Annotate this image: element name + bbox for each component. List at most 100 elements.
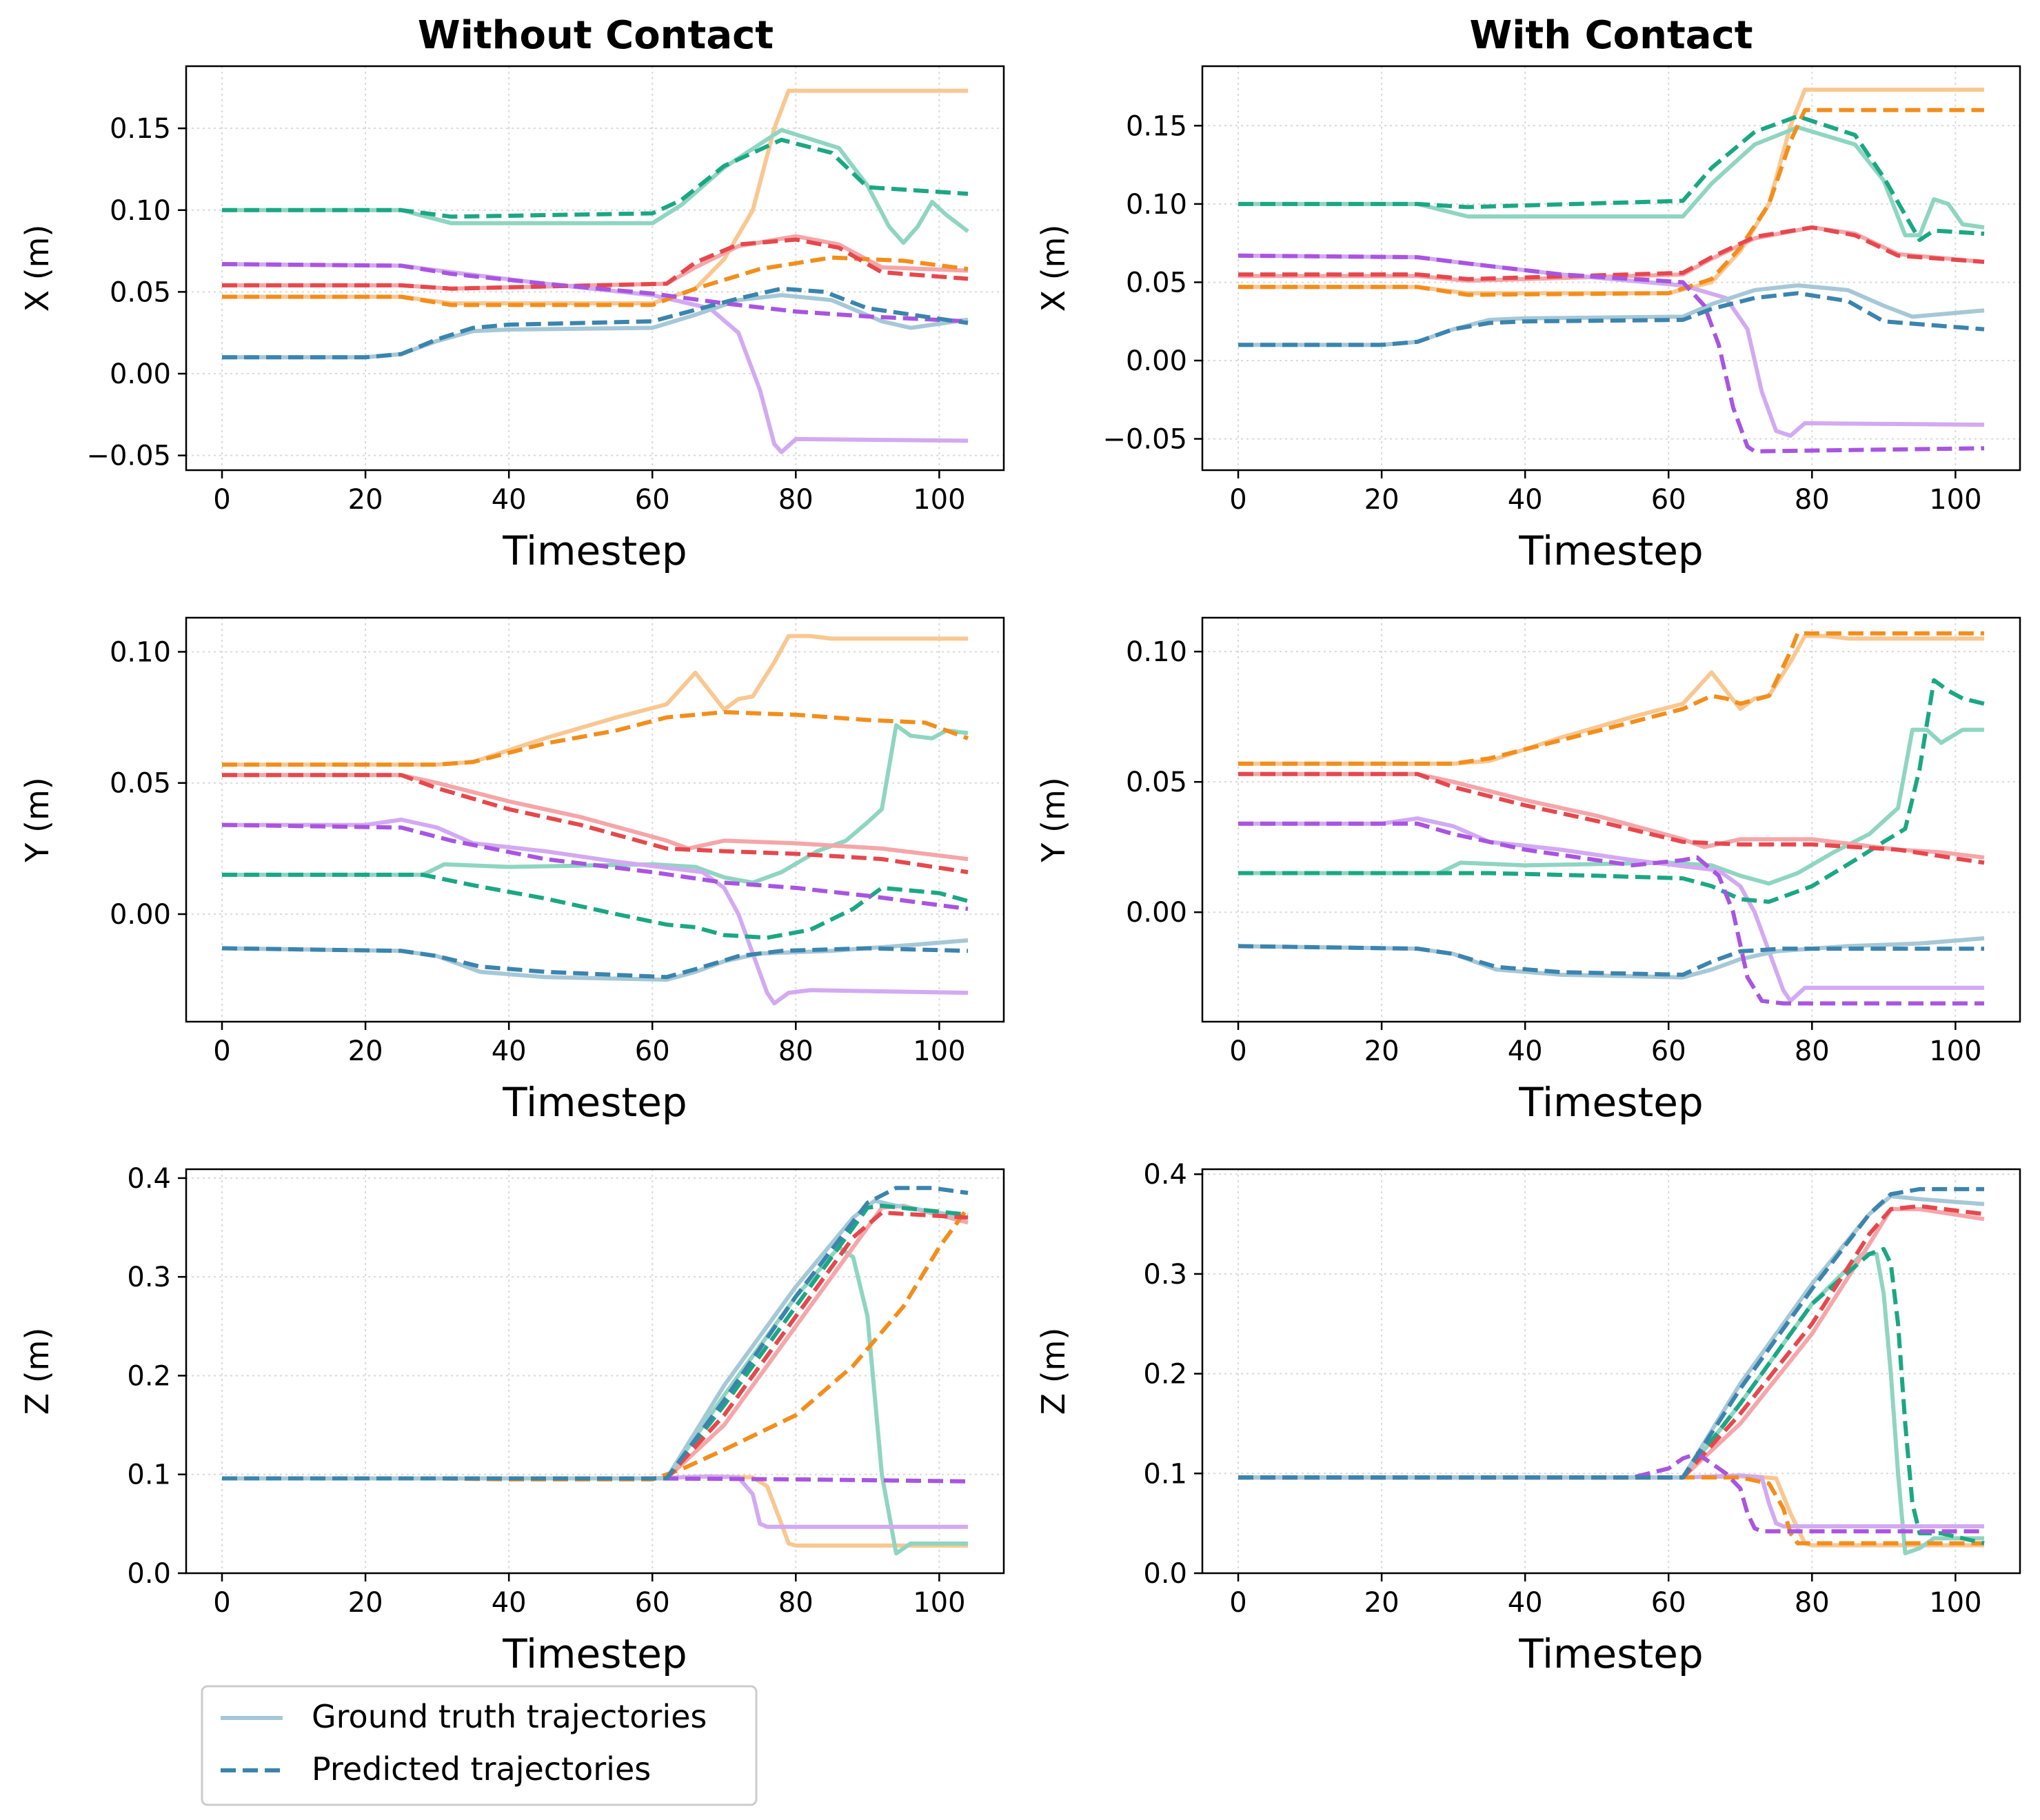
series-red-pred [1238,1204,1985,1480]
series-purple-pred [221,262,969,324]
x-tick-label: 0 [1229,1035,1246,1067]
series-green-gt [222,1245,968,1556]
x-tick-label: 60 [1651,484,1686,516]
series-green-gt [222,128,969,245]
x-tick-label: 0 [1229,1587,1246,1619]
panel-z-without: 0 20 40 60 80 100 0.0 0.1 0.2 0.3 0.4 Timestep Z (m) [19,1163,1005,1677]
series-blue-pred [221,946,969,980]
x-tick-label: 0 [213,1587,230,1619]
y-tick-label: 0.1 [1143,1458,1187,1490]
series-purple-pred [1238,821,1984,1006]
y-axis-label: X (m) [1035,225,1072,312]
series-green-pred [1238,114,1985,243]
series-purple-pred [1238,1451,1984,1534]
x-axis-label: Timestep [502,1079,687,1126]
x-tick-label: 80 [778,1587,814,1619]
x-axis-label: Timestep [1518,527,1703,574]
x-axis-label: Timestep [502,1630,687,1677]
y-tick-label: 0.3 [127,1262,171,1293]
x-tick-label: 100 [913,484,965,516]
series-red-pred [1238,225,1985,281]
x-tick-label: 20 [1364,1587,1400,1619]
axes-frame [1201,616,2021,1023]
x-tick-label: 20 [348,1035,383,1067]
y-tick-label: 0.05 [1126,767,1187,798]
legend-ground-truth-label: Ground truth trajectories [312,1698,707,1735]
y-tick-label: −0.05 [1102,424,1187,456]
axes-frame [185,616,1005,1023]
legend: Ground truth trajectories Predicted traj… [201,1685,758,1806]
series-purple-pred [1238,253,1985,454]
series-orange-pred [1238,631,1984,766]
x-tick-label: 40 [1508,484,1543,516]
x-tick-label: 0 [213,1035,230,1067]
y-tick-label: 0.10 [110,195,171,227]
series-green-gt [1238,727,1984,886]
series-blue-pred [1238,291,1985,347]
series-purple-gt [1238,816,1984,1003]
y-tick-label: 0.00 [1126,897,1187,929]
x-tick-label: 60 [1651,1587,1686,1619]
x-tick-label: 80 [778,484,814,516]
series-purple-gt [222,818,969,1006]
x-tick-label: 0 [1229,484,1246,516]
x-tick-label: 20 [348,484,383,516]
series-orange-gt [222,634,968,767]
panel-x-with: 0 20 40 60 80 100 −0.05 0.00 0.05 0.10 0.15 Timeste… [1035,65,2021,574]
x-tick-label: 100 [1929,1035,1981,1067]
series-orange-pred [1238,108,1984,297]
x-tick-label: 40 [492,1035,527,1067]
legend-predicted-label: Predicted trajectories [312,1750,651,1788]
panel-y-with: 0 20 40 60 80 100 0.00 0.05 0.10 Timestep Y (m) [1035,616,2021,1126]
x-tick-label: 100 [1929,1587,1981,1619]
x-tick-label: 20 [348,1587,383,1619]
x-tick-label: 100 [913,1035,965,1067]
y-tick-label: 0.05 [1126,267,1187,299]
axes-frame [1201,65,2021,472]
x-tick-label: 60 [635,1587,670,1619]
y-tick-label: 0.15 [110,113,171,145]
x-tick-label: 0 [213,484,230,516]
series-green-pred [1238,678,1985,904]
y-tick-label: 0.3 [1143,1259,1187,1291]
series-red-pred [222,773,969,875]
column-title-with-contact: With Contact [1469,13,1753,58]
x-axis-label: Timestep [1518,1630,1703,1677]
series-group [1238,1186,1985,1556]
x-tick-label: 80 [1795,1035,1830,1067]
x-tick-label: 60 [635,1035,670,1067]
y-tick-label: 0.2 [127,1360,171,1392]
legend-box [201,1685,758,1806]
y-tick-label: 0.4 [127,1163,171,1195]
x-tick-label: 20 [1364,484,1400,516]
y-axis-label: Z (m) [19,1328,56,1415]
y-tick-label: 0.4 [1143,1159,1187,1191]
series-purple-pred [221,822,969,911]
x-tick-label: 80 [778,1035,814,1067]
axes-frame [185,1168,1005,1575]
y-axis-label: Z (m) [1035,1328,1072,1415]
series-group [221,88,969,454]
series-group [1238,88,1985,454]
series-green-pred [222,872,969,940]
panel-z-with: 0 20 40 60 80 100 0.0 0.1 0.2 0.3 0.4 Timestep Z (m) [1035,1159,2021,1677]
series-green-pred [1238,1246,1985,1546]
series-blue-gt [1238,1194,1985,1480]
x-tick-label: 40 [492,484,527,516]
series-group [221,634,969,1006]
y-tick-label: −0.05 [86,441,171,472]
x-axis-label: Timestep [502,527,687,574]
panels-group: 0 20 40 60 80 100−0.050.000.050.100.15Timeste… [19,65,2021,1677]
y-tick-label: 0.0 [1143,1558,1187,1590]
x-tick-label: 20 [1364,1035,1400,1067]
series-group [222,1186,970,1556]
panel-y-without: 0 20 40 60 80 100 0.00 0.05 0.10 Timestep Y (m) [19,616,1005,1126]
series-blue-pred [1238,1186,1984,1480]
x-tick-label: 80 [1795,1587,1830,1619]
y-tick-label: 0.00 [1126,345,1187,377]
y-tick-label: 0.10 [1126,189,1187,221]
y-tick-label: 0.10 [110,636,171,668]
x-tick-label: 100 [1929,484,1981,516]
series-green-gt [222,723,969,885]
